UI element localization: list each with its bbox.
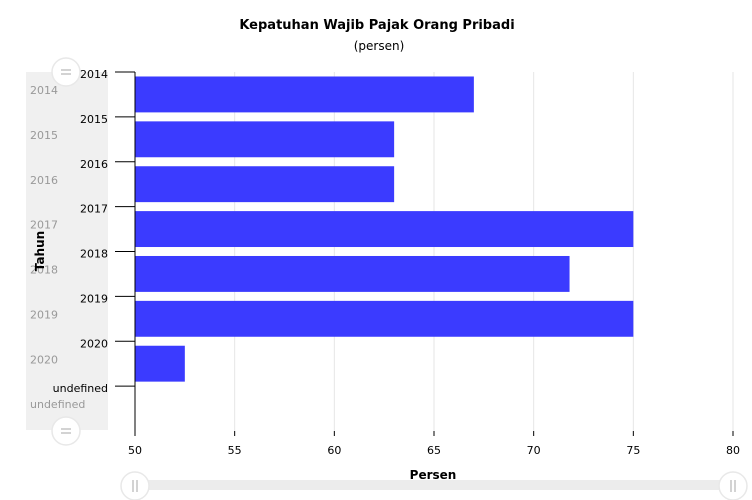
scrollbar-label: 2014 [30, 84, 58, 97]
horizontal-scrollbar-handle-left[interactable] [120, 471, 150, 500]
y-axis-title: Tahun [33, 231, 47, 271]
x-tick-label: 80 [726, 444, 740, 457]
y-tick-label: 2016 [80, 158, 108, 171]
x-axis-ticks: 50 55 60 65 70 75 80 [128, 431, 740, 457]
scrollbar-label: 2015 [30, 129, 58, 142]
y-tick-label: 2020 [80, 337, 108, 350]
x-axis-title: Persen [410, 468, 457, 482]
scrollbar-label: 2018 [30, 264, 58, 277]
y-tick-label: 2014 [80, 68, 108, 81]
bars [135, 76, 634, 382]
x-tick-label: 55 [228, 444, 242, 457]
bar-2019[interactable] [135, 300, 634, 337]
x-tick-label: 60 [327, 444, 341, 457]
bar-2018[interactable] [135, 255, 570, 292]
scrollbar-label: undefined [30, 398, 85, 411]
x-tick-label: 70 [527, 444, 541, 457]
x-tick-label: 65 [427, 444, 441, 457]
vertical-scrollbar-handle-bottom[interactable] [51, 416, 81, 446]
bar-2016[interactable] [135, 166, 395, 203]
bar-2017[interactable] [135, 211, 634, 248]
bar-2015[interactable] [135, 121, 395, 158]
y-tick-label: 2019 [80, 292, 108, 305]
vertical-scrollbar-labels: 2014 2015 2016 2017 2018 2019 2020 undefined [30, 84, 85, 411]
scrollbar-label: 2019 [30, 308, 58, 321]
scrollbar-label: 2020 [30, 353, 58, 366]
x-tick-label: 50 [128, 444, 142, 457]
y-tick-label: 2018 [80, 248, 108, 261]
y-tick-label: 2015 [80, 113, 108, 126]
y-axis-ticks: 2014 2015 2016 2017 2018 2019 2020 undefined [53, 68, 135, 395]
horizontal-scrollbar-handle-right[interactable] [718, 471, 748, 500]
x-tick-label: 75 [626, 444, 640, 457]
y-tick-label: 2017 [80, 203, 108, 216]
chart-title: Kepatuhan Wajib Pajak Orang Pribadi [239, 18, 514, 33]
horizontal-scrollbar-track[interactable] [135, 480, 733, 490]
bar-2020[interactable] [135, 345, 185, 382]
scrollbar-label: 2017 [30, 219, 58, 232]
scrollbar-label: 2016 [30, 174, 58, 187]
vertical-scrollbar-handle-top[interactable] [51, 57, 81, 87]
vertical-scrollbar-track[interactable] [26, 72, 108, 430]
y-tick-label: undefined [53, 382, 108, 395]
chart-subtitle: (persen) [354, 39, 405, 53]
bar-2014[interactable] [135, 76, 474, 113]
